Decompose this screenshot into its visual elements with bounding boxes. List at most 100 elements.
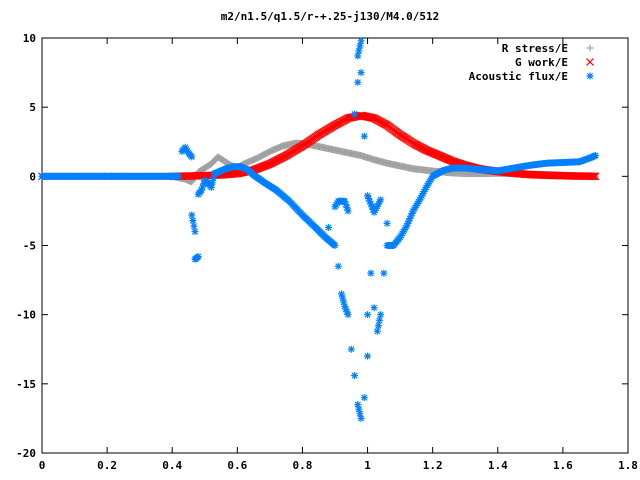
- marker-stroke: [375, 322, 382, 329]
- data-point: [591, 152, 599, 160]
- marker-stroke: [325, 224, 332, 231]
- data-point: [591, 172, 600, 181]
- chart-title: m2/n1.5/q1.5/r-+.25-j130/M4.0/512: [221, 10, 440, 23]
- marker-stroke: [357, 111, 365, 120]
- marker-stroke: [365, 113, 374, 122]
- marker-stroke: [380, 270, 387, 277]
- data-point-fill: [189, 217, 197, 225]
- marker-stroke: [359, 112, 368, 120]
- marker-stroke: [188, 212, 195, 219]
- marker-stroke: [361, 394, 368, 401]
- data-point: [354, 401, 362, 409]
- data-point: [377, 311, 385, 319]
- marker-stroke: [363, 112, 371, 121]
- marker-stroke: [590, 172, 599, 181]
- data-point-fill: [589, 172, 598, 181]
- y-tick-label: 5: [29, 101, 36, 114]
- marker-stroke: [188, 153, 195, 161]
- marker-stroke: [358, 111, 367, 120]
- x-tick-label: 1.2: [423, 459, 443, 472]
- data-point: [331, 242, 339, 249]
- data-point-fill: [588, 172, 596, 181]
- data-point-fill: [356, 410, 364, 418]
- y-tick-label: 0: [29, 170, 36, 183]
- marker-stroke: [377, 311, 384, 318]
- marker-stroke: [588, 172, 596, 181]
- data-point: [324, 224, 332, 232]
- data-point-fill: [355, 405, 363, 413]
- data-point-fill: [590, 172, 599, 181]
- marker-stroke: [361, 112, 370, 121]
- marker-stroke: [367, 113, 376, 122]
- x-tick-label: 1.4: [488, 459, 508, 472]
- marker-stroke: [354, 401, 361, 408]
- marker-stroke: [364, 353, 371, 360]
- marker-stroke: [208, 184, 215, 191]
- marker-stroke: [374, 328, 381, 335]
- marker-stroke: [376, 317, 383, 324]
- marker-stroke: [589, 172, 598, 181]
- series-2: [38, 37, 599, 422]
- marker-stroke: [343, 308, 350, 315]
- marker-stroke: [344, 311, 352, 318]
- marker-stroke: [355, 406, 362, 413]
- data-point: [380, 269, 388, 277]
- marker-stroke: [356, 410, 364, 417]
- x-tick-label: 1.8: [618, 459, 638, 472]
- marker-stroke: [367, 270, 374, 277]
- data-point: [370, 304, 378, 312]
- data-point-fill: [374, 322, 382, 330]
- marker-stroke: [371, 304, 378, 311]
- marker-stroke: [335, 263, 342, 270]
- marker-stroke: [591, 172, 600, 181]
- x-tick-label: 0.6: [227, 459, 247, 472]
- data-point-fill: [208, 179, 216, 187]
- data-point: [347, 345, 355, 353]
- marker-stroke: [368, 114, 377, 122]
- marker-stroke: [366, 113, 375, 122]
- marker-stroke: [348, 346, 355, 353]
- x-tick-label: 0.4: [162, 459, 182, 472]
- data-point: [357, 414, 365, 422]
- y-tick-label: -10: [16, 309, 36, 322]
- y-tick-label: -15: [16, 378, 36, 391]
- marker-stroke: [351, 372, 358, 379]
- y-tick-label: -20: [16, 447, 36, 460]
- data-point: [360, 394, 368, 402]
- marker-stroke: [364, 311, 371, 318]
- data-point: [188, 153, 196, 161]
- marker-stroke: [189, 217, 196, 224]
- data-point: [207, 183, 215, 191]
- marker-stroke: [342, 306, 349, 313]
- x-tick-label: 1: [364, 459, 371, 472]
- data-point: [344, 311, 352, 319]
- data-point-fill: [190, 222, 198, 230]
- marker-stroke: [331, 242, 339, 249]
- marker-stroke: [190, 223, 197, 230]
- data-point: [334, 262, 342, 270]
- axis-ticks: 0 0.2 0.4 0.6 0.8 1 1.2 1.4 1.6 1.8 10 5 0 -5 -10 -15 -2…: [16, 32, 638, 472]
- data-point: [364, 311, 372, 319]
- x-tick-label: 0.2: [97, 459, 117, 472]
- data-point: [194, 253, 202, 261]
- marker-stroke: [341, 303, 348, 310]
- x-tick-label: 1.6: [553, 459, 573, 472]
- data-point: [188, 211, 196, 219]
- data-point: [364, 352, 372, 360]
- marker-stroke: [357, 415, 365, 422]
- marker-stroke: [209, 179, 216, 186]
- marker-stroke: [364, 113, 373, 121]
- marker-stroke: [195, 253, 202, 260]
- data-point: [351, 372, 359, 380]
- marker-stroke: [360, 112, 369, 121]
- series-layer: [38, 37, 600, 422]
- data-point: [175, 172, 183, 180]
- marker-stroke: [592, 152, 599, 159]
- x-tick-label: 0: [39, 459, 46, 472]
- y-tick-label: 10: [23, 32, 36, 45]
- data-point: [191, 228, 199, 236]
- marker-stroke: [175, 173, 182, 180]
- data-point-fill: [375, 316, 383, 324]
- data-point: [373, 327, 381, 335]
